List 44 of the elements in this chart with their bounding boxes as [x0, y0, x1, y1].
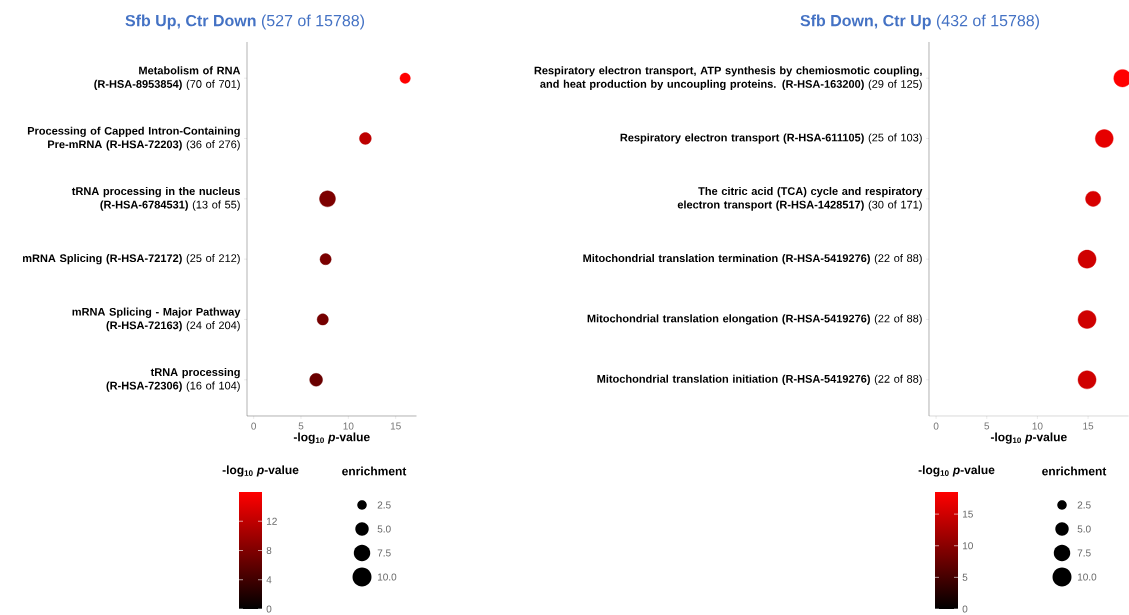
legend-label: 10.0 — [1077, 573, 1097, 581]
legend-label: 10.0 — [377, 573, 397, 581]
color-bar-label: 12 — [266, 517, 277, 525]
legend-title: enrichment — [342, 466, 407, 476]
x-tick-label: 0 — [933, 422, 939, 430]
legend-label: 2.5 — [377, 501, 391, 509]
x-tick-label: 15 — [390, 422, 401, 430]
color-bar-label: 8 — [266, 546, 272, 555]
y-tick-label: Respiratory electron transport, ATP synthesis by chemiosmotic coupling, and heat production by uncoupling proteins. (R-HSA-163200) (29 of 125) — [534, 66, 922, 91]
y-tick-label: tRNA processing (R-HSA-72306) (16 of 104) — [106, 367, 240, 392]
color-bar-label: 4 — [266, 576, 272, 584]
y-tick-label: mRNA Splicing - Major Pathway (R-HSA-72163) (24 of 204) — [72, 307, 241, 332]
color-bar-label: 5 — [962, 573, 968, 581]
y-tick-label: Mitochondrial translation termination (R-HSA-5419276) (22 of 88) — [583, 254, 922, 265]
y-tick-label: Mitochondrial translation elongation (R-HSA-5419276) (22 of 88) — [587, 314, 922, 325]
x-tick-label: 5 — [298, 422, 304, 430]
y-tick-label: Mitochondrial translation initiation (R-HSA-5419276) (22 of 88) — [597, 374, 922, 385]
chart-title: Sfb Up, Ctr Down (527 of 15788) — [125, 14, 365, 30]
y-tick-label: Processing of Capped Intron-Containing Pre-mRNA (R-HSA-72203) (36 of 276) — [27, 126, 240, 151]
y-tick-label: tRNA processing in the nucleus (R-HSA-6784531) (13 of 55) — [71, 186, 241, 211]
x-tick-label: 5 — [984, 422, 990, 430]
legend-label: 7.5 — [377, 549, 391, 557]
x-axis-title: -log$_{10}$ p-value — [990, 432, 1067, 444]
legend-title: enrichment — [1042, 466, 1107, 476]
color-bar-label: 0 — [266, 605, 272, 613]
color-bar-title: -log$_{10}$ p-value — [918, 465, 995, 477]
color-bar-label: 0 — [962, 605, 968, 613]
color-bar-title: -log$_{10}$ p-value — [222, 465, 299, 477]
y-tick-label: Metabolism of RNA (R-HSA-8953854) (70 of 701) — [94, 66, 241, 91]
x-tick-label: 0 — [251, 422, 257, 430]
y-tick-label: Respiratory electron transport (R-HSA-611105) (25 of 103) — [620, 133, 922, 144]
legend-label: 5.0 — [1077, 525, 1091, 533]
chart-title: Sfb Down, Ctr Up (432 of 15788) — [800, 14, 1039, 30]
legend-label: 7.5 — [1077, 549, 1091, 557]
color-bar-label: 10 — [962, 542, 973, 550]
legend-label: 5.0 — [377, 525, 391, 533]
x-tick-label: 15 — [1083, 422, 1094, 430]
y-tick-label: mRNA Splicing (R-HSA-72172) (25 of 212) — [22, 254, 240, 265]
x-axis-title: -log$_{10}$ p-value — [293, 432, 370, 444]
x-tick-label: 10 — [1032, 422, 1043, 430]
legend-label: 2.5 — [1077, 501, 1091, 509]
x-tick-label: 10 — [343, 422, 354, 430]
color-bar-label: 15 — [962, 510, 973, 518]
y-tick-label: The citric acid (TCA) cycle and respiratory electron transport (R-HSA-1428517) (30 of 171) — [677, 186, 923, 211]
